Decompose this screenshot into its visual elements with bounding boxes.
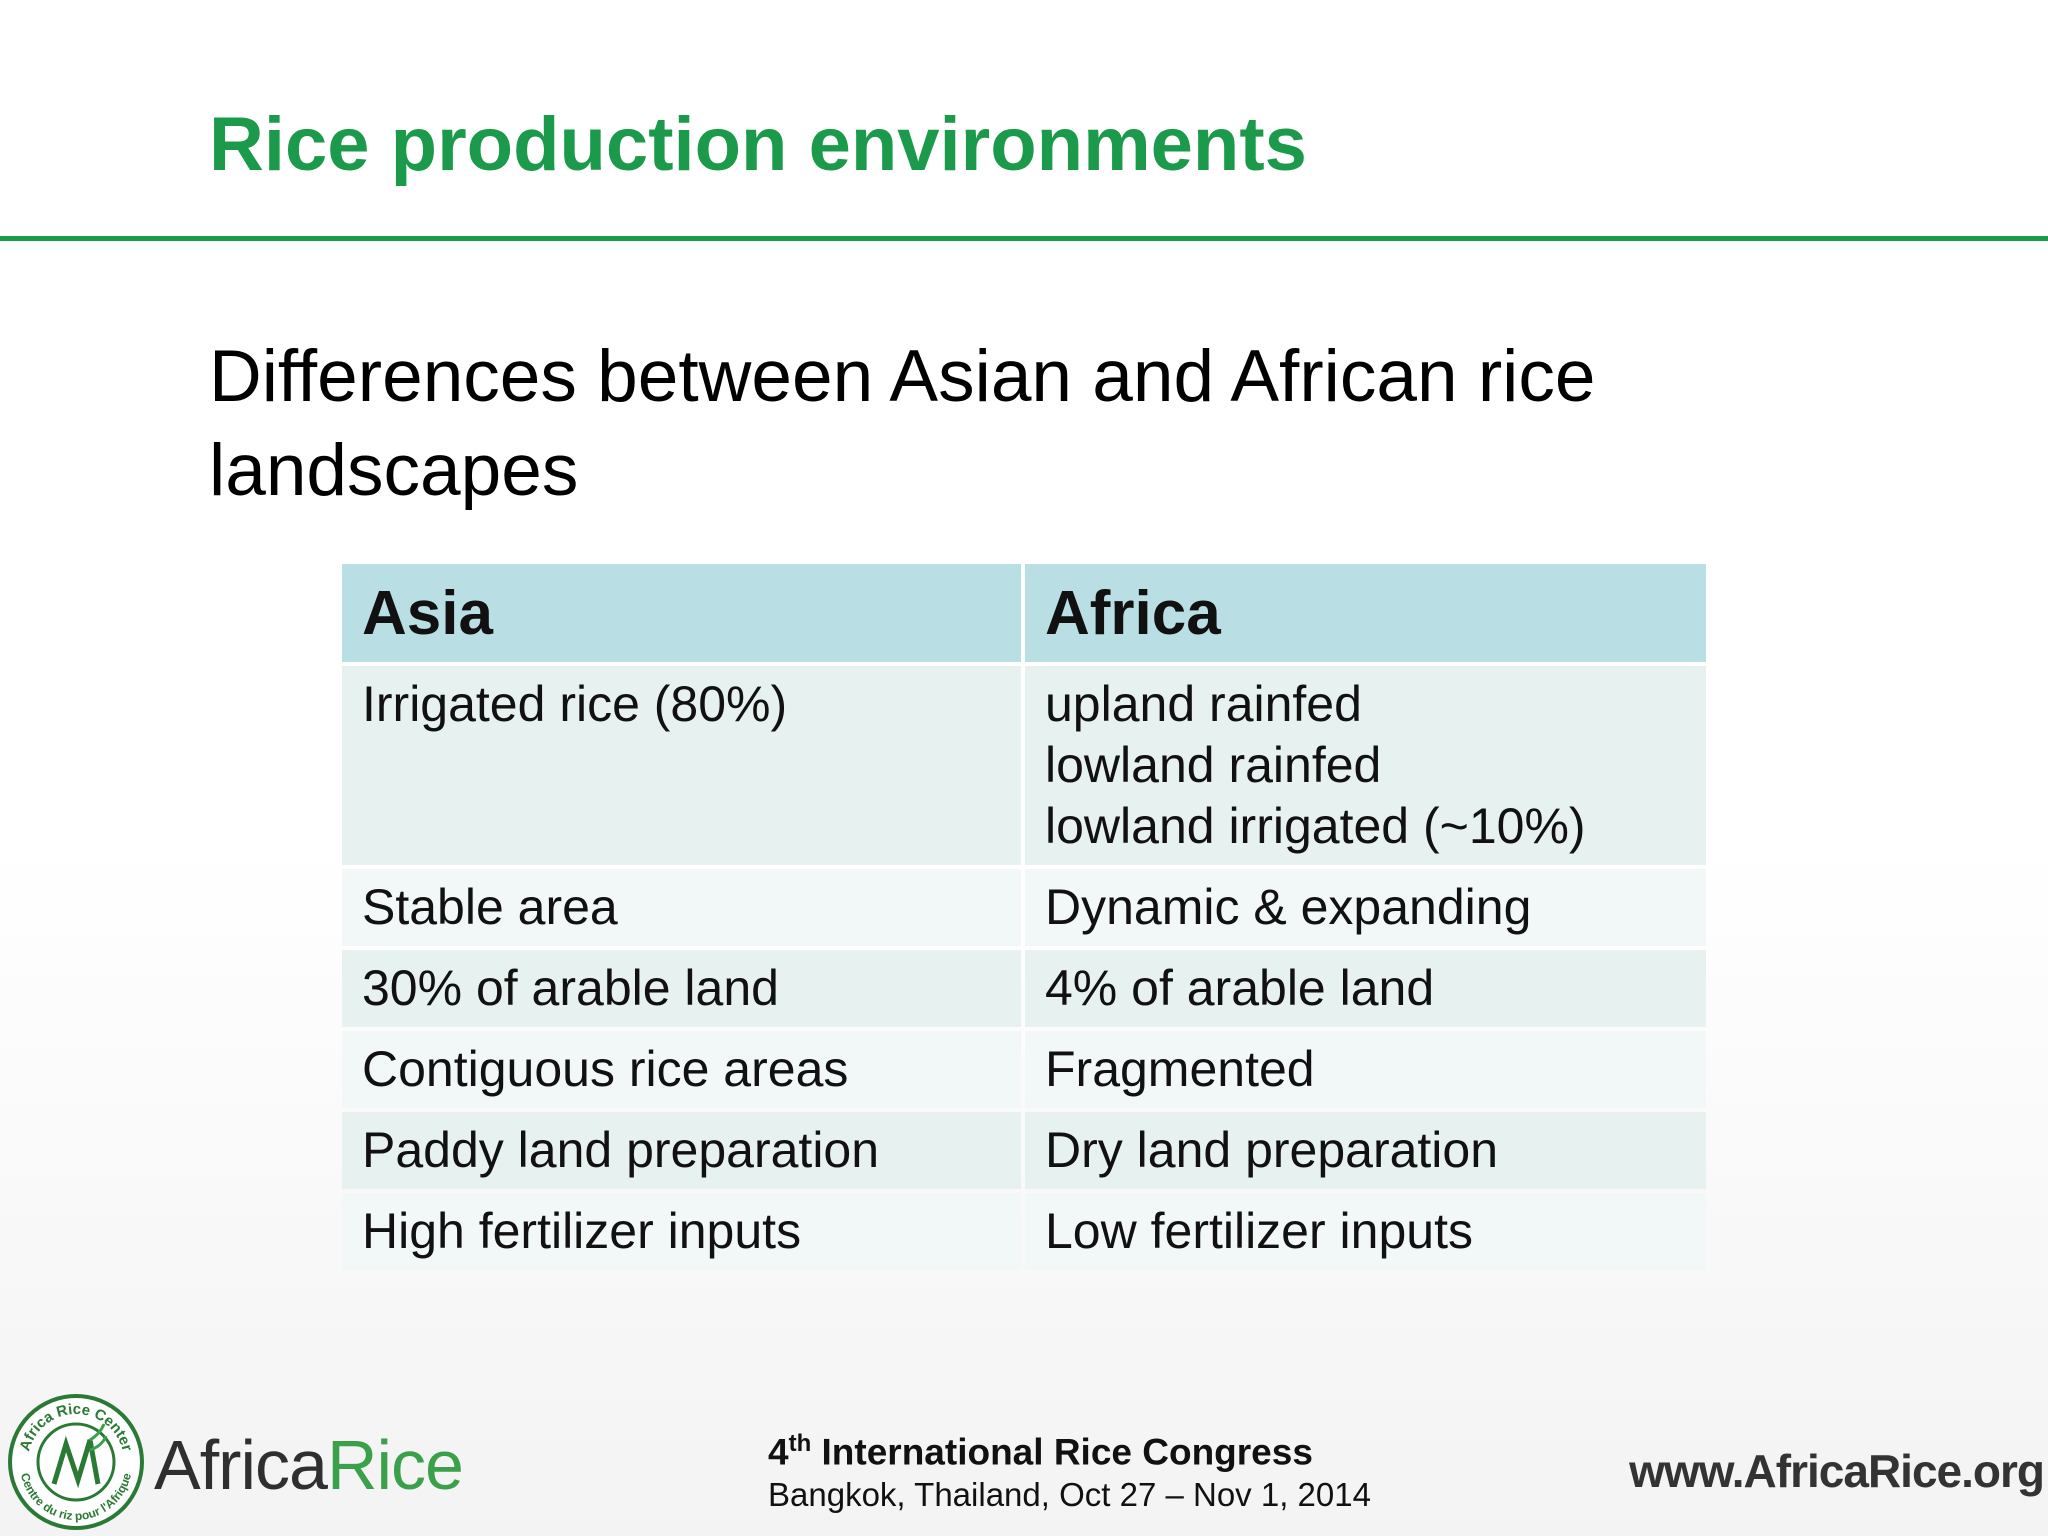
table-cell: 30% of arable land — [342, 950, 1021, 1027]
table-cell: Fragmented — [1025, 1031, 1706, 1108]
table-cell: Dry land preparation — [1025, 1112, 1706, 1189]
table-row: 30% of arable land 4% of arable land — [342, 950, 1706, 1027]
subtitle-line: Differences between Asian and African ri… — [209, 336, 1596, 417]
slide-title: Rice production environments — [209, 102, 1307, 187]
table-row: High fertilizer inputs Low fertilizer inp… — [342, 1193, 1706, 1270]
table-row: Stable area Dynamic & expanding — [342, 869, 1706, 946]
cell-line: Low fertilizer inputs — [1045, 1203, 1473, 1259]
logo-seal: Africa Rice Center Centre du riz pour l'… — [8, 1394, 144, 1530]
table-cell: Contiguous rice areas — [342, 1031, 1021, 1108]
cell-line: Contiguous rice areas — [362, 1041, 849, 1097]
table-cell: 4% of arable land — [1025, 950, 1706, 1027]
subtitle-line: landscapes — [209, 430, 579, 511]
header-cell: Africa — [1025, 564, 1706, 662]
table-cell: Low fertilizer inputs — [1025, 1193, 1706, 1270]
cell-line: High fertilizer inputs — [362, 1203, 802, 1259]
cell-line: upland rainfed — [1045, 676, 1362, 732]
table-cell: Dynamic & expanding — [1025, 869, 1706, 946]
table-cell: High fertilizer inputs — [342, 1193, 1021, 1270]
table-cell: upland rainfed lowland rainfed lowland irr… — [1025, 666, 1706, 865]
header-cell: Asia — [342, 564, 1021, 662]
ordinal-suffix: th — [788, 1430, 812, 1457]
cell-line: lowland rainfed — [1045, 737, 1382, 793]
table-cell: Paddy land preparation — [342, 1112, 1021, 1189]
table-row: Contiguous rice areas Fragmented — [342, 1031, 1706, 1108]
cell-line: Paddy land preparation — [362, 1122, 880, 1178]
logo-name-part: Africa — [154, 1426, 328, 1504]
ordinal: 4 — [768, 1431, 789, 1473]
logo-name-part: Rice — [326, 1426, 464, 1504]
cell-line: Dynamic & expanding — [1045, 879, 1532, 935]
table-row: Irrigated rice (80%) upland rainfed lowlan… — [342, 666, 1706, 865]
title-rule — [0, 236, 2048, 241]
table-row: Paddy land preparation Dry land preparati… — [342, 1112, 1706, 1189]
congress-name: 4th International Rice Congress — [768, 1430, 1313, 1473]
header-row: Asia Africa — [342, 564, 1706, 662]
cell-line: 4% of arable land — [1045, 960, 1435, 1016]
subtitle: Differences between Asian and African ri… — [209, 330, 1595, 518]
cell-line: Fragmented — [1045, 1041, 1315, 1097]
cell-line: Irrigated rice (80%) — [362, 676, 788, 732]
congress-title: International Rice Congress — [821, 1431, 1313, 1473]
cell-line: Stable area — [362, 879, 618, 935]
congress-details: Bangkok, Thailand, Oct 27 – Nov 1, 2014 — [768, 1476, 1371, 1513]
cell-line: 30% of arable land — [362, 960, 779, 1016]
table-cell: Irrigated rice (80%) — [342, 666, 1021, 865]
website: www.AfricaRice.org — [1629, 1445, 2045, 1497]
logo-name: AfricaRice — [154, 1425, 464, 1505]
cell-line: lowland irrigated (~10%) — [1045, 798, 1586, 854]
comparison-table: Asia Africa Irrigated rice (80%) upland rai… — [342, 564, 1706, 1274]
table-cell: Stable area — [342, 869, 1021, 946]
cell-line: Dry land preparation — [1045, 1122, 1499, 1178]
